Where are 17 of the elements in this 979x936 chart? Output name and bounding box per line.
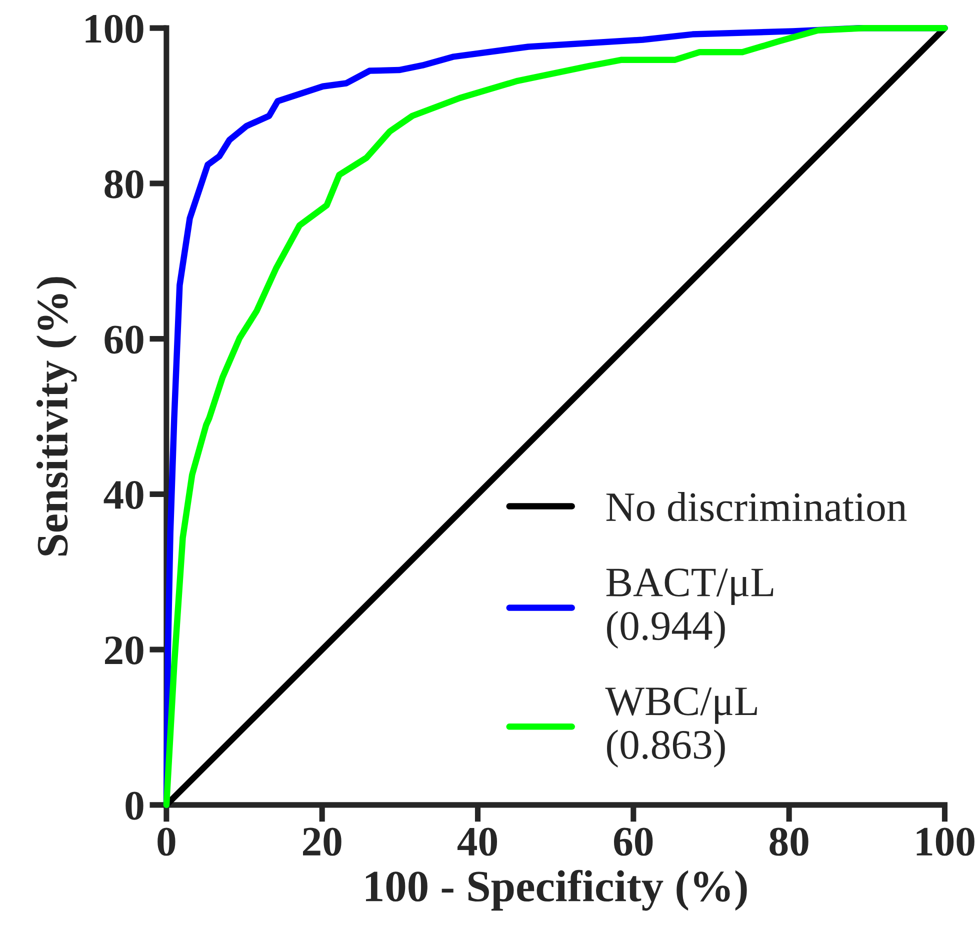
y-tick-label: 0 xyxy=(126,792,144,820)
x-tick-label: 100 xyxy=(916,828,974,856)
y-axis-title: Sensitivity (%) xyxy=(36,277,77,556)
x-axis-title: 100 - Specificity (%) xyxy=(366,870,747,911)
x-tick-label: 60 xyxy=(614,828,653,856)
y-tick-label: 80 xyxy=(104,170,144,198)
legend-label: BACT/μL (0.944) xyxy=(606,568,774,649)
legend-label: WBC/μL (0.863) xyxy=(605,687,757,768)
y-tick-label: 20 xyxy=(104,636,144,664)
legend-label: No discrimination xyxy=(606,492,907,522)
y-tick-label: 40 xyxy=(104,480,144,510)
x-tick-label: 20 xyxy=(303,828,342,856)
x-tick-label: 80 xyxy=(770,828,808,856)
y-tick-label: 100 xyxy=(86,14,144,43)
x-tick-label: 0 xyxy=(158,828,176,856)
x-tick-label: 40 xyxy=(457,828,497,856)
y-tick-label: 60 xyxy=(104,326,144,354)
